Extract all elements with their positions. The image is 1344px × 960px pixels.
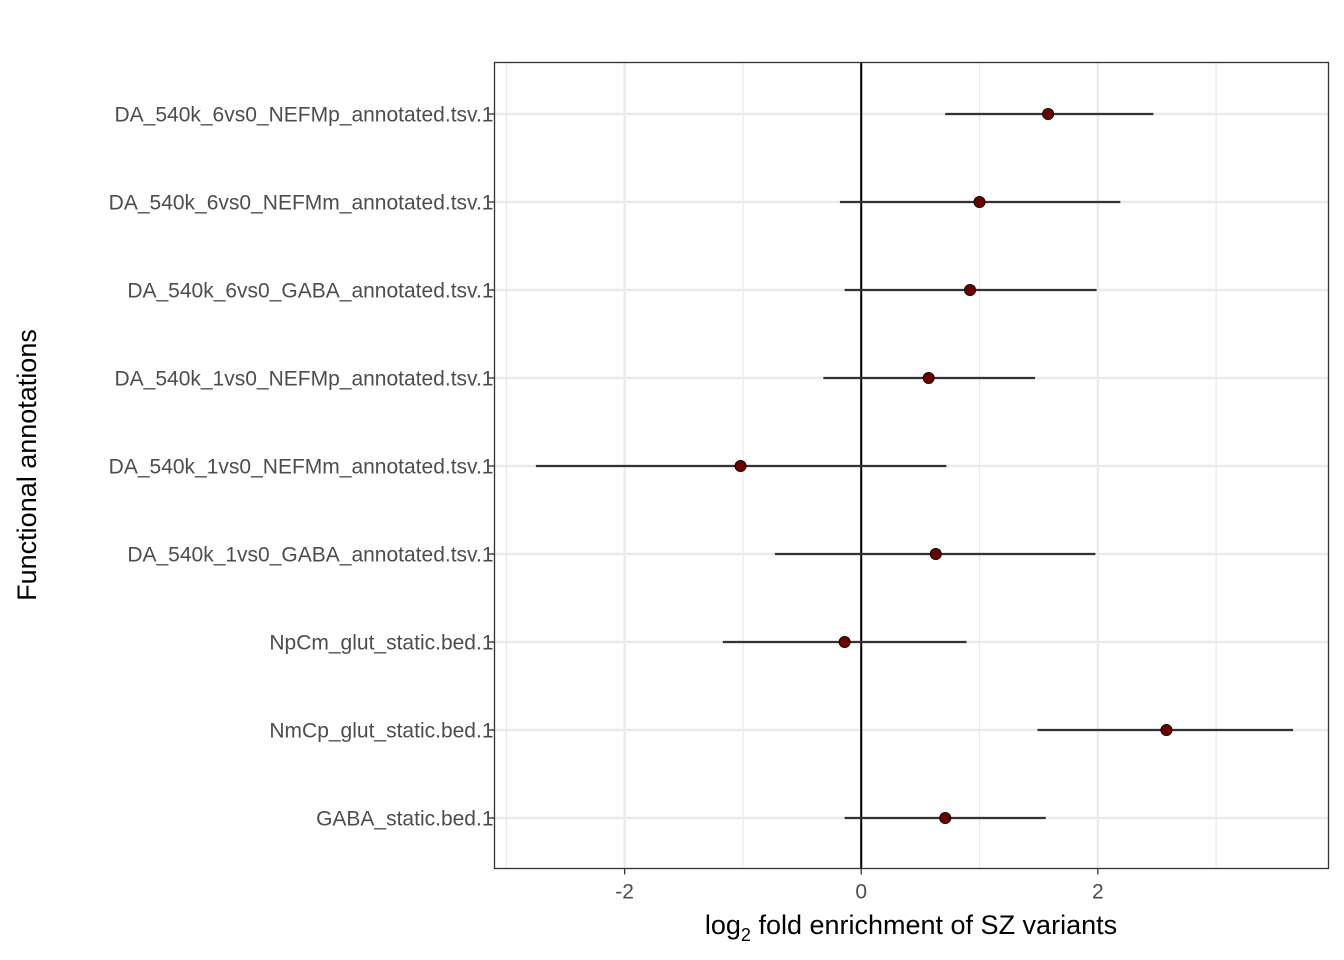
y-tick-label: DA_540k_1vs0_GABA_annotated.tsv.1 bbox=[127, 544, 493, 567]
x-axis-title-suffix: fold enrichment of SZ variants bbox=[751, 910, 1117, 940]
estimate-point bbox=[734, 459, 747, 472]
x-axis-ticks: -2 0 2 bbox=[615, 868, 1104, 904]
x-tick-label: 2 bbox=[1092, 881, 1104, 904]
y-tick-label: DA_540k_6vs0_NEFMm_annotated.tsv.1 bbox=[109, 192, 494, 215]
y-axis-title: Functional annotations bbox=[12, 329, 42, 601]
x-tick-label: -2 bbox=[615, 881, 634, 904]
x-axis-title: log2 fold enrichment of SZ variants bbox=[705, 910, 1117, 945]
estimate-point bbox=[1160, 724, 1173, 737]
y-tick-label: NpCm_glut_static.bed.1 bbox=[269, 632, 493, 655]
estimate-point bbox=[922, 371, 935, 384]
y-tick-label: DA_540k_6vs0_GABA_annotated.tsv.1 bbox=[127, 280, 493, 303]
y-tick-label: NmCp_glut_static.bed.1 bbox=[269, 720, 493, 743]
x-axis-title-prefix: log bbox=[705, 910, 741, 940]
x-axis-title-subscript: 2 bbox=[741, 925, 751, 945]
y-axis-ticks: DA_540k_6vs0_NEFMp_annotated.tsv.1 DA_540… bbox=[109, 104, 495, 831]
estimate-point bbox=[973, 195, 986, 208]
estimate-point bbox=[838, 636, 851, 649]
y-tick-label: DA_540k_6vs0_NEFMp_annotated.tsv.1 bbox=[114, 104, 493, 127]
estimate-point bbox=[929, 548, 942, 561]
y-tick-label: GABA_static.bed.1 bbox=[316, 808, 493, 831]
estimate-point bbox=[964, 283, 977, 296]
x-tick-label: 0 bbox=[855, 881, 867, 904]
estimate-point bbox=[1042, 108, 1055, 121]
data-points bbox=[734, 108, 1173, 825]
estimate-point bbox=[939, 812, 952, 825]
y-tick-label: DA_540k_1vs0_NEFMp_annotated.tsv.1 bbox=[114, 368, 493, 391]
y-tick-label: DA_540k_1vs0_NEFMm_annotated.tsv.1 bbox=[109, 456, 494, 479]
